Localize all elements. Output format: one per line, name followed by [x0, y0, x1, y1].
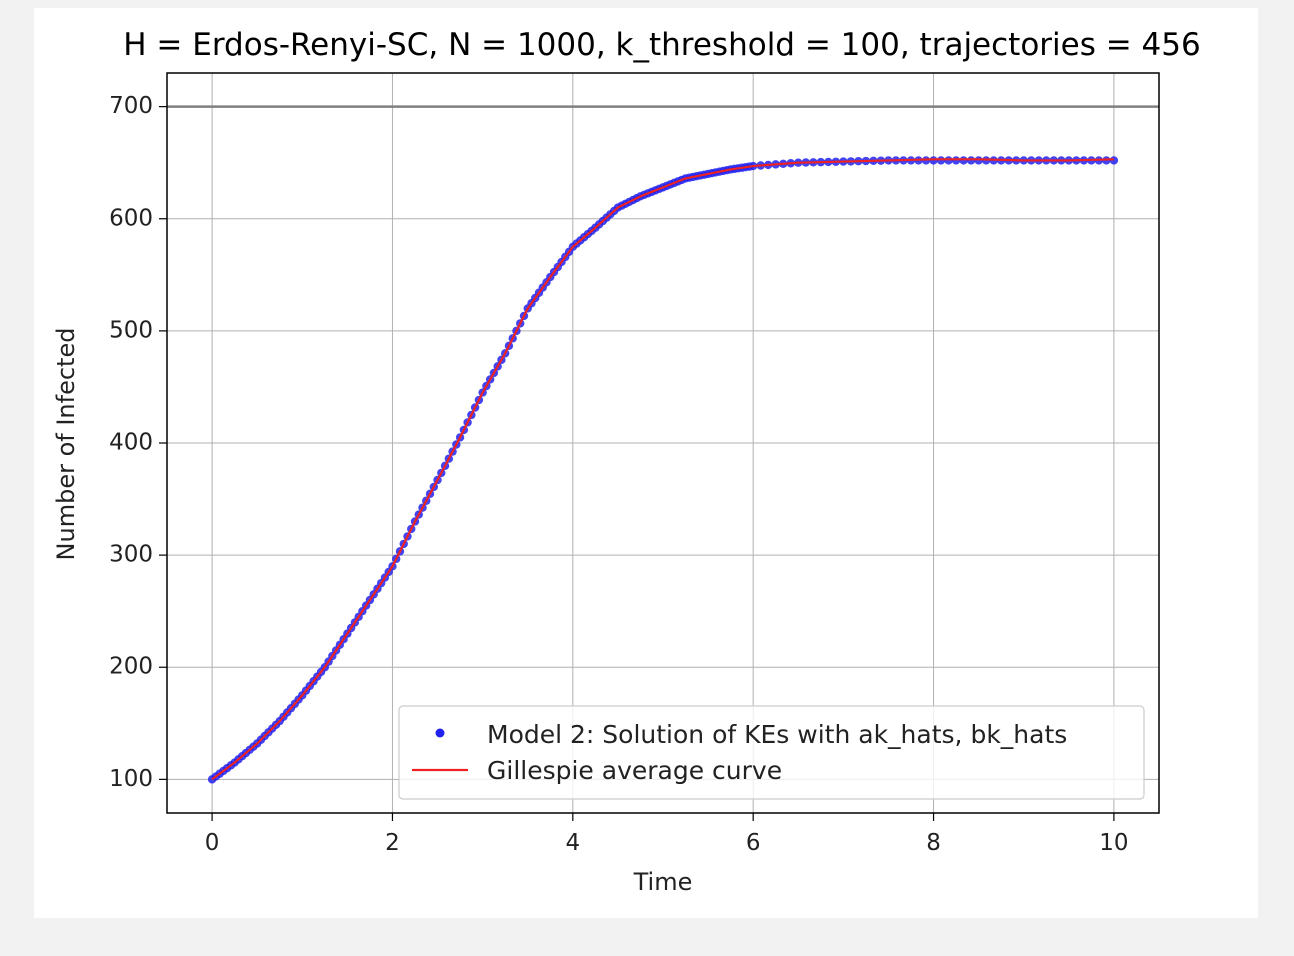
chart-svg: 0 2 4 6 8 10 100 200 300 400 500 600 700 H = Erdos-R…	[52, 27, 1201, 896]
line-series	[211, 158, 1114, 781]
y-tick-label: 200	[109, 654, 153, 680]
scatter-series	[207, 156, 1119, 784]
scatter-point	[966, 156, 976, 165]
x-tick-label: 10	[1099, 830, 1128, 856]
scatter-point	[936, 156, 946, 165]
y-axis-label: Number of Infected	[52, 328, 80, 561]
y-tick-label: 700	[109, 93, 153, 119]
y-tick-label: 300	[109, 542, 153, 568]
chart-title: H = Erdos-Renyi-SC, N = 1000, k_threshol…	[123, 27, 1200, 63]
tick-layer: 0 2 4 6 8 10 100 200 300 400 500 600 700	[109, 93, 1128, 856]
y-tick-label: 400	[109, 430, 153, 456]
scatter-point	[951, 156, 961, 165]
y-tick-label: 100	[109, 766, 153, 792]
x-tick-label: 2	[385, 830, 400, 856]
legend-label-scatter: Model 2: Solution of KEs with ak_hats, b…	[487, 720, 1067, 749]
x-tick-label: 4	[565, 830, 580, 856]
legend: Model 2: Solution of KEs with ak_hats, b…	[398, 705, 1145, 800]
x-tick-label: 8	[926, 830, 941, 856]
x-tick-label: 6	[746, 830, 761, 856]
data-layer	[207, 156, 1119, 784]
scatter-point	[944, 156, 953, 165]
x-axis-label: Time	[633, 868, 693, 896]
legend-box	[398, 705, 1145, 800]
y-tick-label: 600	[109, 205, 153, 231]
y-tick-label: 500	[109, 317, 153, 343]
scatter-point	[959, 156, 968, 165]
legend-marker-scatter	[435, 728, 445, 738]
legend-label-line: Gillespie average curve	[487, 756, 782, 785]
x-tick-label: 0	[205, 830, 220, 856]
chart-figure: 0 2 4 6 8 10 100 200 300 400 500 600 700 H = Erdos-R…	[34, 8, 1258, 918]
